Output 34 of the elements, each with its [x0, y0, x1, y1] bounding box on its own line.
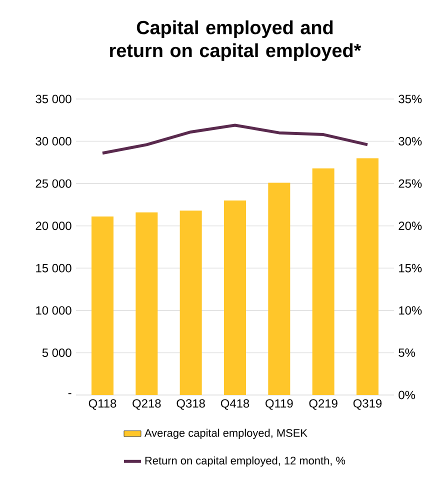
y2-tick-label: 20% — [398, 222, 422, 230]
x-tick-label: Q319 — [353, 399, 382, 410]
y-tick-label: 20 000 — [36, 222, 72, 230]
y2-tick-label: 25% — [398, 179, 422, 188]
y2-tick-label: 0% — [398, 390, 416, 400]
y-tick-label: 30 000 — [36, 137, 72, 146]
y2-tick-label: 10% — [399, 306, 422, 315]
bar — [136, 212, 158, 395]
legend-label: Return on capital employed, 12 month, % — [145, 456, 346, 467]
bar — [268, 182, 290, 395]
bar — [356, 158, 378, 395]
x-tick-label: Q418 — [220, 399, 250, 410]
y2-tick-label: 5% — [398, 348, 416, 357]
x-tick-label: Q118 — [88, 399, 116, 410]
bar — [92, 216, 114, 395]
chart-title: Capital employed and return on capital employed* — [110, 20, 362, 61]
y2-tick-label: 15% — [399, 264, 422, 272]
y-tick-label: 10 000 — [36, 306, 72, 315]
y-tick-label: - — [68, 393, 72, 394]
x-tick-label: Q119 — [266, 399, 293, 410]
y-tick-label: 35 000 — [36, 94, 72, 104]
bar — [224, 200, 246, 395]
legend-label: Average capital employed, MSEK — [144, 428, 308, 439]
y2-tick-label: 35% — [398, 94, 422, 104]
bar — [312, 168, 334, 395]
x-tick-label: Q218 — [132, 399, 161, 410]
y2-tick-label: 30% — [398, 137, 422, 146]
x-tick-label: Q318 — [176, 399, 205, 410]
y-tick-label: 15 000 — [36, 264, 72, 272]
y-tick-label: 25 000 — [36, 179, 72, 188]
y-tick-label: 5 000 — [42, 348, 72, 357]
bar — [180, 210, 202, 395]
x-tick-label: Q219 — [309, 399, 338, 410]
line-series — [101, 124, 369, 155]
